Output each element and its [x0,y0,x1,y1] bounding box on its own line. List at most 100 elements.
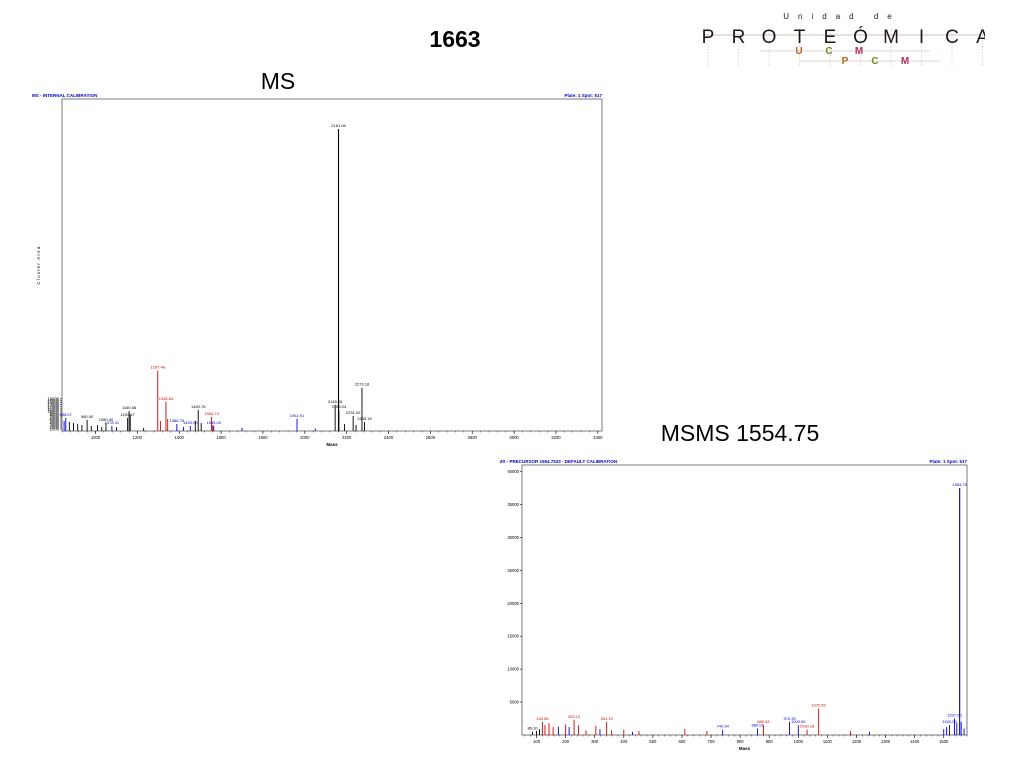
y-tick-label: 3000 [50,422,60,427]
peak-label: 858.07 [60,412,73,417]
peak-label: 2145.08 [328,399,343,404]
logo-letter: A [976,27,985,48]
x-tick-label: 3400 [593,435,603,440]
y-tick-label: 25000 [507,568,519,573]
y-tick-label: 13000 [47,402,59,407]
x-tick-label: 1000 [91,435,101,440]
y-tick-label: 35000 [507,502,519,507]
peak-label: 1490.76 [191,404,206,409]
x-tick-label: 2800 [468,435,478,440]
msms-spectrum-chart: MSMS - PRECURSOR 1554.7533 - DEFAULT CAL… [500,459,968,751]
x-tick-label: 900 [766,739,774,744]
y-tick-label: 4000 [50,420,60,425]
peak-label: 1070.52 [811,703,826,708]
peak-label: 1537.00 [947,713,962,718]
peak-label: 86.10 [527,726,538,731]
y-tick-label: 8000 [50,412,60,417]
y-tick-label: 6000 [50,416,60,421]
peak-label: 880.43 [757,719,770,724]
x-tick-label: 1600 [216,435,226,440]
peak-label: 1030.18 [800,724,815,729]
y-tick-label: 40000 [507,469,519,474]
y-tick-label: 15000 [507,634,519,639]
y-tick-label: 12000 [47,404,59,409]
y-tick-label: 14000 [47,400,59,405]
x-tick-label: 3000 [509,435,519,440]
x-tick-label: 2000 [300,435,310,440]
logo-ucm-letter: U [795,46,802,57]
peak-label: 740.34 [717,724,730,729]
peak-label: 120.08 [536,716,549,721]
chart-plot-frame [521,464,968,736]
x-tick-label: 1400 [910,739,920,744]
x-tick-label: 300 [591,739,599,744]
peak-label: 970.30 [783,716,796,721]
logo-letter: M [883,27,899,48]
x-tick-label: 3200 [551,435,561,440]
chart-panel-title: MSMS - PRECURSOR 1554.7533 - DEFAULT CAL… [500,459,617,464]
y-tick-label: 10000 [47,408,59,413]
ms-spectrum-label: MS [260,68,296,94]
chart-panel-info: Plate: 1 Spot: 617 [564,93,602,98]
logo-ucm-letter: C [825,46,832,57]
logo-top-word: Unidad de [783,12,900,21]
logo-letter: R [732,27,746,48]
peak-label: 341.19 [601,716,614,721]
y-axis-label: Cluster Area [500,580,501,619]
peak-label: 1388.75 [170,418,185,423]
logo-letter: I [919,27,924,48]
logo-pcm-letter: C [871,56,878,67]
msms-spectrum-label: MSMS 1554.75 [660,420,820,446]
peak-label: 2231.00 [346,410,361,415]
peak-label: 2163.04 [332,404,347,409]
y-tick-label: 10000 [507,667,519,672]
peak-label: 1565.00 [207,420,222,425]
peak-label: 1554.74 [204,411,219,416]
peak-label: 960.00 [81,414,94,419]
x-tick-label: 800 [737,739,745,744]
logo-pcm-letter: M [901,56,909,67]
x-tick-label: 500 [649,739,657,744]
peak-label: 1453.00 [183,420,198,425]
logo-letter: O [762,27,777,48]
y-axis-label: Cluster Area [36,245,41,284]
chart-plot-frame [61,98,603,432]
x-tick-label: 1100 [823,739,833,744]
y-tick-label: 7000 [50,414,60,419]
x-tick-label: 1300 [881,739,891,744]
x-tick-label: 600 [678,739,686,744]
y-tick-label: 30000 [507,535,519,540]
y-tick-label: 15000 [47,398,59,403]
logo-ucm-letter: M [855,46,863,57]
x-tick-label: 1000 [794,739,804,744]
peak-label: 1153.57 [121,412,136,417]
x-tick-label: 1500 [939,739,949,744]
x-tick-label: 1200 [133,435,143,440]
x-axis-label: Mass [326,442,338,447]
y-tick-label: 1000 [50,426,60,431]
y-tick-label: 11000 [48,406,60,411]
x-tick-label: 2600 [426,435,436,440]
y-tick-label: 9000 [50,410,60,415]
logo-letter: E [824,27,837,48]
peak-label: 1520.00 [942,719,957,724]
peak-label: 2161.06 [331,123,346,128]
peak-label: 1962.91 [290,413,305,418]
logo-pcm-letter: P [842,56,849,67]
peak-label: 2285.15 [357,416,372,421]
peak-label: 1078.31 [105,420,120,425]
y-tick-label: 5000 [50,418,60,423]
x-axis-label: Mass [739,746,751,751]
x-tick-label: 1400 [175,435,185,440]
peak-label: 1554.75 [952,482,967,487]
logo-letter: T [794,27,806,48]
page-title: 1663 [429,26,481,52]
peak-label: 2273.18 [355,382,370,387]
peak-label: 1000.50 [791,719,806,724]
x-tick-label: 1800 [258,435,268,440]
x-tick-label: 400 [620,739,628,744]
peak-label: 1160.58 [122,405,137,410]
peak-label: 860.01 [751,722,764,727]
peak-label: 1297.48 [151,365,166,370]
